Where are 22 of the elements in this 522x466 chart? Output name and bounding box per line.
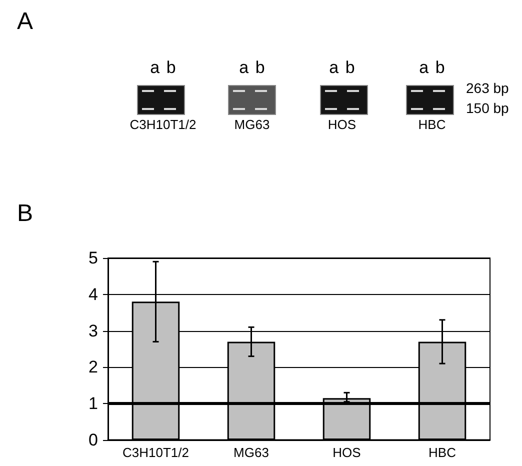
y-tick-label: 2 xyxy=(88,358,98,377)
x-tick-label: C3H10T1/2 xyxy=(122,445,189,460)
text: 263 bp xyxy=(466,80,509,96)
y-tick-label: 4 xyxy=(88,284,98,304)
text: a b xyxy=(150,58,176,78)
text: B xyxy=(17,200,34,228)
y-tick-label: 1 xyxy=(88,394,98,414)
y-tick-label: 0 xyxy=(88,430,98,450)
x-tick-label: MG63 xyxy=(234,445,269,460)
text: HBC xyxy=(418,117,446,132)
y-tick-label: 5 xyxy=(88,248,98,268)
text: a b xyxy=(419,58,445,78)
y-tick-label: 3 xyxy=(88,321,98,340)
x-tick-label: HBC xyxy=(428,445,456,460)
text: C3H10T1/2 xyxy=(130,117,196,132)
text: a b xyxy=(329,58,355,78)
text: 150 bp xyxy=(466,100,509,116)
x-tick-label: HOS xyxy=(332,445,362,460)
text: MG63 xyxy=(234,117,270,132)
text: a b xyxy=(239,58,265,78)
text: HOS xyxy=(328,117,356,132)
text: A xyxy=(17,8,34,36)
